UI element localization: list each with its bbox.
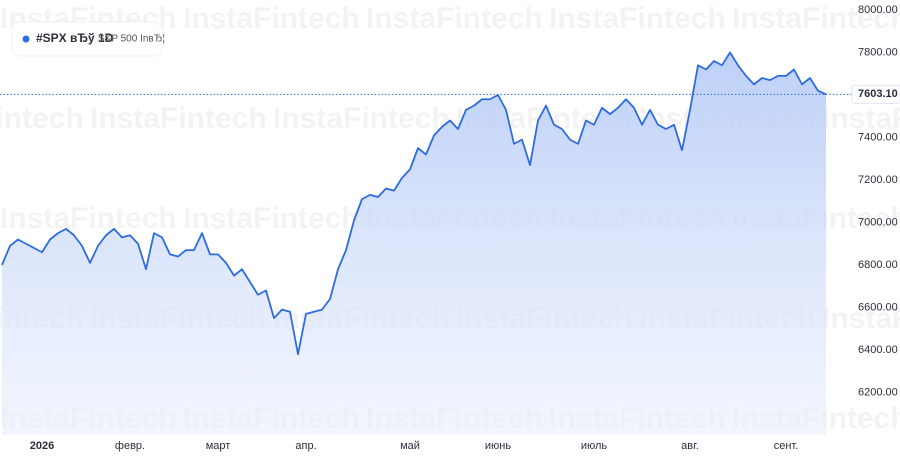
watermark: InstaFintech [0,202,177,235]
y-tick-label: 6600.00 [858,301,898,313]
last-price-label: 7603.10 [858,88,898,100]
watermark: InstaFintech [549,2,726,35]
x-tick-label: июль [581,440,608,452]
x-tick-label: сент. [774,440,799,452]
area [2,52,826,435]
y-tick-label: 6200.00 [858,386,898,398]
watermark: InstaFintech [732,2,900,35]
price-line [1,51,827,356]
watermark: InstaFintech [273,102,450,135]
x-tick-label: март [206,440,231,452]
watermark: InstaFintech [183,202,360,235]
watermark: InstaFintech [0,102,84,135]
y-tick-label: 8000.00 [858,4,898,16]
y-tick-label: 7800.00 [858,46,898,58]
x-tick-label: 2026 [30,440,54,452]
watermark: InstaFintech [366,2,543,35]
x-tick-label: май [400,440,420,452]
plot [1,51,827,435]
legend-card [11,21,163,57]
legend-dot [22,35,30,43]
watermark: InstaFintech [822,102,900,135]
x-tick-label: апр. [295,440,316,452]
x-tick-label: февр. [115,440,145,452]
x-tick-label: авг. [681,440,699,452]
y-tick-label: 7400.00 [858,131,898,143]
watermark: InstaFintech [90,102,267,135]
y-tick-label: 6400.00 [858,344,898,356]
y-tick-label: 7200.00 [858,174,898,186]
x-tick-label: июнь [485,440,511,452]
chart-title: #SPX вЂў 1D [36,31,114,45]
y-tick-label: 7000.00 [858,216,898,228]
chart-subtitle: S&P 500 InвЂ¦ [98,34,165,45]
watermark: InstaFintech [183,2,360,35]
y-tick-label: 6800.00 [858,259,898,271]
watermark: InstaFintech [822,302,900,335]
last-price-badge [851,84,900,104]
